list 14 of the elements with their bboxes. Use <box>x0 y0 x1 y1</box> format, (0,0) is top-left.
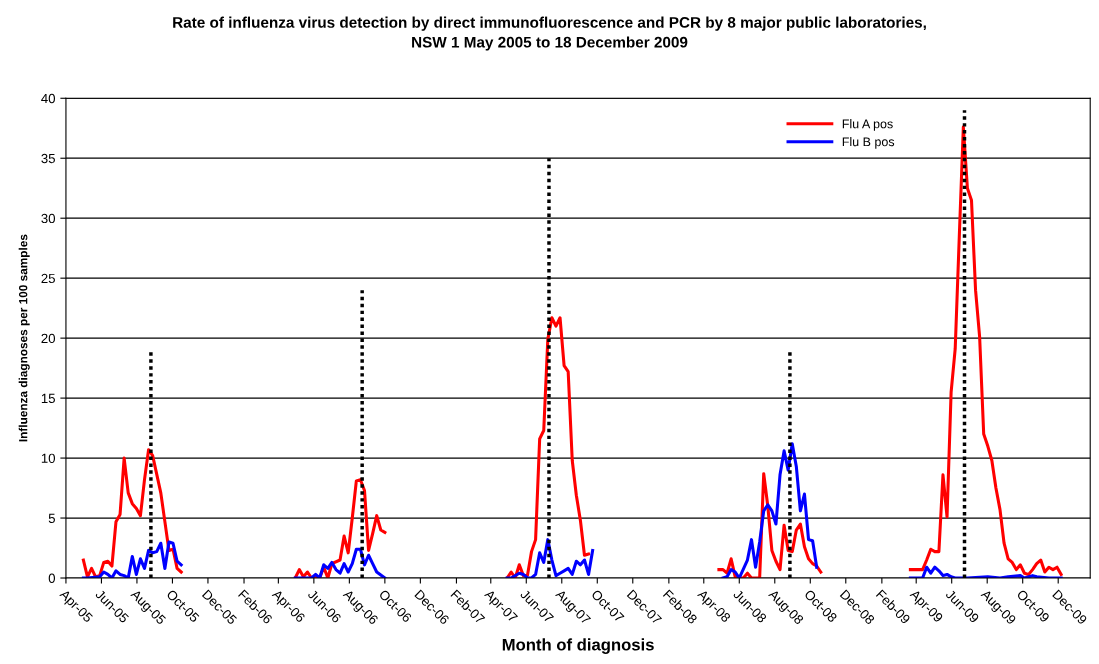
chart-title: Rate of influenza virus detection by direct immunofluorescence and PCR by 8 major public laboratories, NSW 1 May 2005 to 18 December 2009 <box>173 16 926 51</box>
y-tick-label: 10 <box>41 453 56 463</box>
legend-label: Flu A pos <box>842 119 893 131</box>
y-tick-label: 15 <box>41 393 55 404</box>
y-tick-label: 40 <box>41 93 56 104</box>
x-axis-title: Month of diagnosis <box>502 638 654 654</box>
y-tick-label: 0 <box>48 573 56 583</box>
y-tick-label: 35 <box>41 153 55 164</box>
legend-label: Flu B pos <box>842 137 895 149</box>
y-tick-label: 20 <box>41 333 56 344</box>
y-tick-label: 25 <box>41 273 55 284</box>
y-axis-title: Influenza diagnoses per 100 samples <box>18 234 30 442</box>
y-tick-label: 5 <box>48 513 55 523</box>
y-tick-label: 30 <box>41 213 56 224</box>
